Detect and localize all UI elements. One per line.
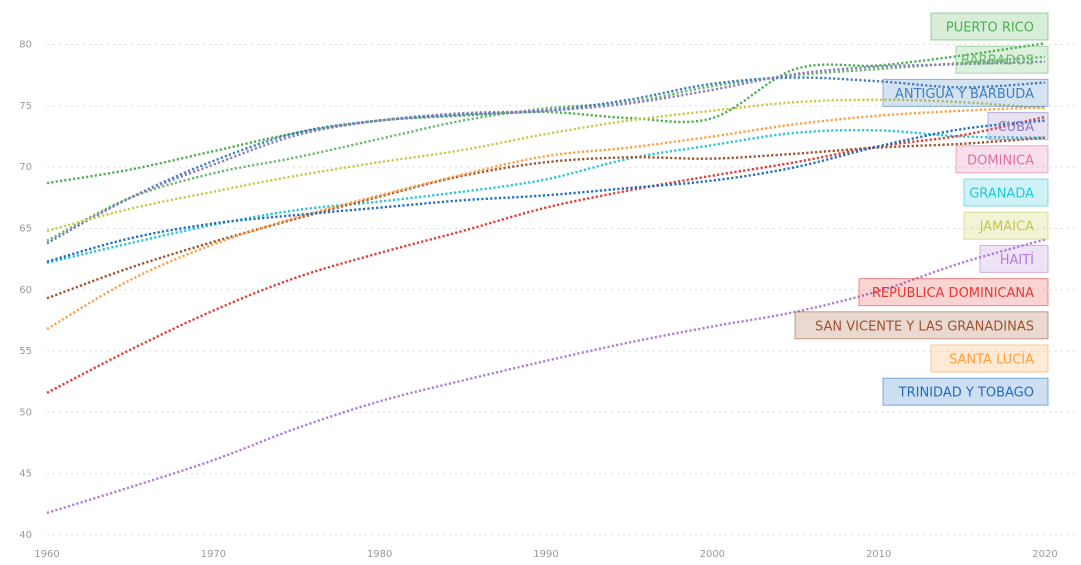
x-tick-label: 1980 (367, 549, 392, 560)
legend-label: BARBADOS (961, 54, 1034, 69)
y-tick-label: 70 (19, 162, 32, 173)
legend-label: SAN VICENTE Y LAS GRANADINAS (815, 319, 1034, 334)
legend: PUERTO RICO BARBADOS ANTIGUA Y BARBUDA CUBA… (794, 12, 1049, 406)
legend-box (930, 12, 1049, 41)
legend-item-santa-lucia[interactable]: SANTA LUCÍA (930, 344, 1049, 373)
legend-box (955, 145, 1049, 174)
legend-box (794, 311, 1049, 340)
legend-item-cuba[interactable]: CUBA (987, 112, 1049, 141)
x-tick-label: 1960 (34, 549, 59, 560)
legend-label: GRANADA (969, 187, 1034, 202)
legend-box (963, 178, 1049, 207)
legend-label: JAMAICA (979, 220, 1035, 235)
legend-box (955, 45, 1049, 74)
y-tick-label: 80 (19, 40, 32, 51)
x-tick-label: 1990 (533, 549, 558, 560)
legend-box (882, 377, 1049, 406)
y-tick-label: 65 (19, 223, 32, 234)
legend-label: CUBA (998, 120, 1035, 135)
legend-item-puerto-rico[interactable]: PUERTO RICO (930, 12, 1049, 41)
legend-label: DOMINICA (967, 153, 1034, 168)
series-line-san-vicente-y-las-granadinas (46, 136, 1046, 300)
legend-label: SANTA LUCÍA (949, 352, 1034, 368)
series-line-granada (46, 128, 1046, 264)
y-tick-label: 45 (19, 469, 32, 480)
legend-item-granada[interactable]: GRANADA (963, 178, 1049, 207)
legend-item-republica-dominicana[interactable]: REPÚBLICA DOMINICANA (858, 278, 1049, 307)
legend-box (858, 278, 1049, 307)
series-line-puerto-rico (46, 42, 1046, 185)
series-line-jamaica (46, 98, 1046, 233)
legend-item-jamaica[interactable]: JAMAICA (963, 211, 1049, 240)
legend-box (979, 244, 1049, 273)
x-tick-label: 1970 (201, 549, 226, 560)
series-line-barbados (46, 55, 1046, 242)
legend-label: ANTIGUA Y BARBUDA (895, 87, 1034, 102)
legend-box (963, 211, 1049, 240)
legend-label: HAITÍ (1000, 252, 1034, 268)
series-line-trinidad-y-tobago (46, 119, 1046, 263)
x-tick-label: 2020 (1032, 549, 1057, 560)
legend-item-antigua-y-barbuda[interactable]: ANTIGUA Y BARBUDA (882, 78, 1049, 107)
y-tick-label: 40 (19, 530, 32, 541)
y-tick-label: 50 (19, 407, 32, 418)
legend-label: PUERTO RICO (946, 21, 1034, 36)
legend-box (987, 112, 1049, 141)
x-tick-label: 2000 (700, 549, 725, 560)
legend-item-haiti[interactable]: HAITÍ (979, 244, 1049, 273)
series-line-cuba (46, 60, 1046, 245)
legend-item-trinidad-y-tobago[interactable]: TRINIDAD Y TOBAGO (882, 377, 1049, 406)
legend-label: REPÚBLICA DOMINICANA (872, 285, 1034, 301)
legend-box (882, 78, 1049, 107)
legend-item-barbados[interactable]: BARBADOS (955, 45, 1049, 74)
legend-label: TRINIDAD Y TOBAGO (898, 386, 1034, 401)
legend-item-dominica[interactable]: DOMINICA (955, 145, 1049, 174)
series-lines (46, 42, 1046, 515)
legend-box (930, 344, 1049, 373)
legend-item-san-vicente-y-las-granadinas[interactable]: SAN VICENTE Y LAS GRANADINAS (794, 311, 1049, 340)
y-tick-label: 55 (19, 346, 32, 357)
y-axis: 40 45 50 55 60 65 70 75 80 (19, 40, 32, 541)
y-tick-label: 75 (19, 101, 32, 112)
x-tick-label: 2010 (866, 549, 891, 560)
x-axis: 1960 1970 1980 1990 2000 2010 2020 (34, 549, 1057, 560)
y-tick-label: 60 (19, 285, 32, 296)
